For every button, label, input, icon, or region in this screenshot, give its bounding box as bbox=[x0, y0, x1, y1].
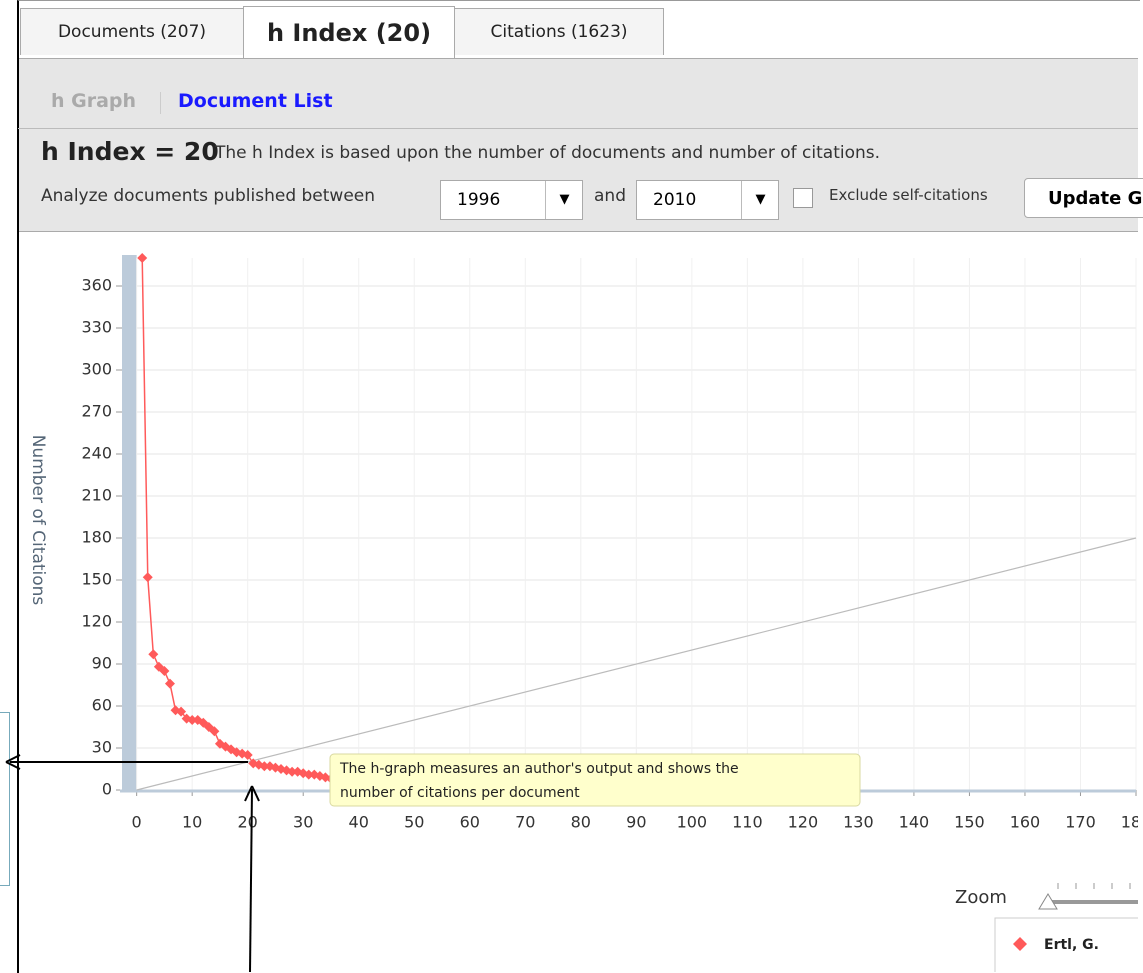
dropdown-arrow: ▼ bbox=[741, 181, 779, 219]
x-tick-label: 170 bbox=[1065, 813, 1096, 832]
select-from[interactable]: 1996 ▼ bbox=[440, 180, 583, 220]
select-value: 2010 bbox=[653, 190, 697, 210]
data-point bbox=[142, 572, 153, 583]
data-line bbox=[141, 257, 332, 780]
data-point bbox=[137, 253, 148, 263]
data-point bbox=[187, 715, 198, 725]
checkbox-label: Exclude self-citations bbox=[829, 186, 988, 204]
arrowhead bbox=[244, 785, 260, 802]
y-tick-label: 90 bbox=[92, 654, 112, 673]
y-tick-label: 180 bbox=[81, 528, 112, 547]
x-tick-label: 20 bbox=[238, 813, 258, 832]
x-tick-label: 120 bbox=[788, 813, 819, 832]
checkbox[interactable] bbox=[793, 188, 813, 208]
y-tick-label: 360 bbox=[81, 276, 112, 295]
data-point bbox=[164, 678, 175, 689]
x-tick-label: 110 bbox=[732, 813, 763, 832]
y-tick-label: 330 bbox=[81, 318, 112, 337]
x-tick-label: 150 bbox=[954, 813, 985, 832]
description: The h Index is based upon the number of … bbox=[215, 143, 881, 163]
x-tick-label: 50 bbox=[404, 813, 424, 832]
x-tick-label: 70 bbox=[515, 813, 535, 832]
y-tick-label: 60 bbox=[92, 696, 112, 715]
side-box bbox=[0, 712, 10, 886]
subnav-item[interactable]: Document List bbox=[178, 90, 333, 112]
y-tick-label: 300 bbox=[81, 360, 112, 379]
data-point bbox=[159, 666, 170, 676]
data-point bbox=[176, 706, 187, 717]
chart: Number of Citations 0 30 60 90 120 150 180 210 2… bbox=[5, 253, 1138, 972]
data-point bbox=[242, 750, 253, 760]
tab[interactable]: Citations (1623) bbox=[454, 8, 664, 55]
x-tick-label: 60 bbox=[460, 813, 480, 832]
select-value: 1996 bbox=[457, 190, 501, 210]
x-tick-label: 10 bbox=[182, 813, 202, 832]
separator bbox=[160, 92, 161, 114]
data-point bbox=[303, 769, 314, 780]
and-label: and bbox=[594, 186, 626, 206]
dropdown-arrow: ▼ bbox=[545, 181, 583, 219]
y-axis-label: Number of Citations bbox=[28, 435, 48, 606]
x-tick-label: 140 bbox=[899, 813, 930, 832]
x-tick-label: 100 bbox=[677, 813, 708, 832]
tab[interactable]: Documents (207) bbox=[20, 8, 244, 55]
tab-active[interactable]: h Index (20) bbox=[243, 6, 455, 59]
x-tick-label: 40 bbox=[349, 813, 369, 832]
data-point bbox=[248, 758, 259, 769]
subnav-divider bbox=[18, 128, 1138, 129]
y-tick-label: 120 bbox=[81, 612, 112, 631]
data-point bbox=[287, 766, 298, 777]
heading: h Index = 20 bbox=[41, 137, 219, 166]
legend-label: Ertl, G. bbox=[1044, 937, 1099, 953]
y-tick-label: 210 bbox=[81, 486, 112, 505]
x-tick-label: 0 bbox=[132, 813, 142, 832]
tooltip bbox=[329, 753, 861, 807]
arrow bbox=[249, 788, 253, 972]
x-tick-label: 30 bbox=[293, 813, 313, 832]
tooltip-text: The h-graph measures an author's output … bbox=[339, 761, 739, 777]
y-tick-label: 270 bbox=[81, 402, 112, 421]
data-point bbox=[259, 761, 270, 772]
select-to[interactable]: 2010 ▼ bbox=[636, 180, 779, 220]
zoom-handle bbox=[1038, 893, 1058, 910]
data-point bbox=[148, 649, 159, 660]
subnav-item[interactable]: h Graph bbox=[51, 90, 137, 112]
x-tick-label: 180 bbox=[1121, 813, 1138, 832]
filter-label: Analyze documents published between bbox=[41, 186, 376, 206]
legend-marker bbox=[1013, 937, 1027, 951]
zoom-label: Zoom bbox=[955, 887, 1007, 908]
y-tick-label: 30 bbox=[92, 738, 112, 757]
x-tick-label: 80 bbox=[571, 813, 591, 832]
y-tick-label: 150 bbox=[81, 570, 112, 589]
button[interactable]: Update G bbox=[1024, 178, 1143, 218]
tooltip-text: number of citations per document bbox=[340, 785, 580, 801]
y-tick-label: 240 bbox=[81, 444, 112, 463]
frame bbox=[17, 0, 1140, 973]
y-axis-band bbox=[122, 255, 137, 790]
y-tick-label: 0 bbox=[102, 780, 112, 799]
x-tick-label: 130 bbox=[843, 813, 874, 832]
x-tick-label: 160 bbox=[1010, 813, 1041, 832]
x-tick-label: 90 bbox=[626, 813, 646, 832]
reference-line bbox=[136, 537, 1137, 791]
arrowhead bbox=[5, 754, 21, 770]
data-point bbox=[209, 726, 220, 737]
